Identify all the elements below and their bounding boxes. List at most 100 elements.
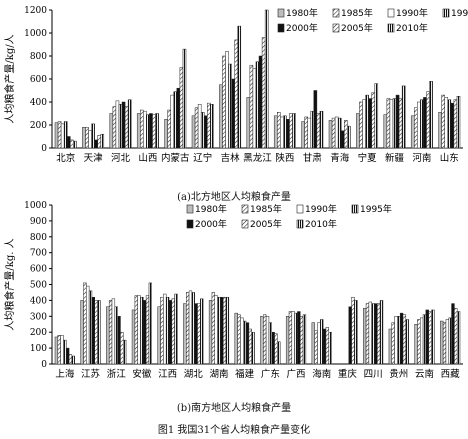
bar-辽宁-2005年 (207, 102, 211, 149)
bar-江苏-1980年 (80, 300, 84, 365)
bar-海南-1995年 (320, 319, 324, 365)
bar-贵州-1985年 (391, 322, 395, 365)
bar-吉林-2005年 (234, 39, 238, 149)
x-tick-label: 云南 (415, 368, 434, 380)
bar-上海-1980年 (54, 336, 59, 365)
bar-湖北-1990年 (188, 290, 193, 365)
bar-山东-1990年 (444, 97, 449, 149)
bar-广东-2010年 (277, 341, 281, 365)
bar-山西-1995年 (146, 114, 150, 149)
bar-辽宁-1980年 (191, 115, 196, 149)
bar-广西-2005年 (300, 316, 304, 365)
legend-label: 1995年 (360, 203, 392, 215)
bar-江西-2005年 (171, 298, 175, 365)
bar-西藏-1980年 (440, 320, 444, 365)
legend-label: 2010年 (396, 22, 428, 34)
bar-云南-1980年 (414, 324, 418, 365)
x-tick-label: 陕西 (275, 152, 294, 164)
bar-青海-2000年 (340, 130, 345, 149)
bar-山西-2010年 (155, 113, 159, 149)
y-tick-label: 1000 (24, 201, 47, 211)
bar-浙江-1980年 (106, 306, 110, 365)
figure-caption: 图1 我国31个省人均粮食产量变化 (157, 425, 311, 436)
bar-安徽-1985年 (134, 295, 138, 365)
y-tick-label: 100 (30, 344, 47, 354)
bar-黑龙江-2005年 (261, 37, 266, 149)
bar-内蒙古-1985年 (167, 109, 171, 149)
caption-a: (a)北方地区人均粮食产量 (177, 192, 291, 203)
bar-贵州-1980年 (388, 328, 392, 365)
chart-south: 0 100 200 300 400 500 600 700 800 900 1000 人均粮食产量/k… (3, 201, 463, 380)
y-tick-label: 800 (30, 52, 47, 62)
bar-北京-1990年 (60, 123, 65, 149)
bar-湖北-1985年 (186, 292, 190, 365)
bar-陕西-2010年 (292, 113, 296, 149)
bar-湖北-2010年 (200, 298, 204, 365)
x-tick-label: 内蒙古 (161, 152, 190, 164)
bar-云南-2000年 (425, 309, 429, 365)
bar-广西-2000年 (297, 311, 301, 365)
bar-宁夏-1995年 (365, 94, 369, 149)
x-tick-label: 甘肃 (303, 152, 322, 164)
bar-上海-1995年 (63, 339, 67, 365)
bar-河北-2000年 (121, 101, 126, 149)
bar-陕西-1980年 (273, 115, 278, 149)
bar-浙江-2005年 (120, 331, 124, 365)
y-tick-label: 0 (41, 360, 47, 370)
legend-label: 1985年 (250, 203, 282, 215)
bar-河北-2010年 (127, 99, 132, 149)
x-tick-label: 吉林 (221, 152, 241, 164)
bar-新疆-1985年 (386, 98, 391, 149)
y-tick-label: 500 (30, 281, 47, 291)
x-tick-label: 山东 (440, 152, 459, 164)
bar-辽宁-2010年 (210, 104, 214, 149)
legend-label: 2010年 (305, 218, 337, 230)
bar-上海-2010年 (71, 355, 75, 365)
bar-湖北-2005年 (197, 303, 201, 365)
bar-安徽-1995年 (140, 296, 144, 365)
bar-天津-1980年 (82, 127, 86, 149)
x-tick-label: 宁夏 (358, 152, 378, 164)
bar-黑龙江-1995年 (255, 61, 260, 149)
bar-天津-2010年 (100, 133, 105, 149)
bar-河南-2000年 (423, 97, 427, 149)
x-tick-label: 广东 (261, 368, 280, 380)
legend-swatch (332, 8, 340, 18)
y-tick-label: 400 (30, 98, 47, 108)
bar-江西-2000年 (168, 300, 173, 365)
bar-江苏-1990年 (86, 285, 90, 365)
bar-贵州-2005年 (402, 314, 407, 365)
bar-青海-1995年 (337, 117, 342, 149)
bar-安徽-2005年 (145, 295, 150, 365)
bar-贵州-2000年 (399, 312, 404, 365)
bar-内蒙古-1990年 (170, 94, 175, 149)
bar-河北-1990年 (115, 100, 120, 149)
bar-四川-2000年 (374, 303, 378, 365)
bar-山东-1985年 (441, 94, 445, 149)
bar-陕西-1990年 (280, 116, 284, 149)
bar-山西-2005年 (152, 114, 156, 149)
bar-河北-1980年 (109, 113, 114, 149)
bar-西藏-2005年 (454, 308, 458, 365)
bar-吉林-1990年 (225, 51, 229, 149)
bar-湖南-1985年 (211, 292, 215, 365)
bar-天津-2000年 (94, 139, 98, 149)
bar-山西-1985年 (140, 109, 144, 149)
bar-云南-1995年 (422, 314, 427, 365)
bar-山东-1995年 (447, 99, 452, 149)
bar-湖南-2010年 (225, 296, 230, 365)
legend-label: 2005年 (341, 22, 373, 34)
bar-天津-2005年 (97, 135, 101, 149)
bar-宁夏-2000年 (368, 98, 372, 149)
bar-贵州-1995年 (397, 316, 401, 365)
bar-重庆-2005年 (351, 296, 355, 365)
x-tick-label: 江西 (158, 369, 177, 380)
legend-swatch (241, 219, 249, 229)
bar-重庆-2000年 (348, 306, 352, 365)
legend-swatch (332, 23, 340, 33)
bar-河南-1985年 (414, 107, 418, 149)
legend: 1980年 1985年 1990年 1995年 2000年 2005年 2010年 (277, 7, 468, 34)
x-tick-label: 湖南 (209, 368, 228, 380)
bar-湖南-2000年 (220, 296, 224, 365)
